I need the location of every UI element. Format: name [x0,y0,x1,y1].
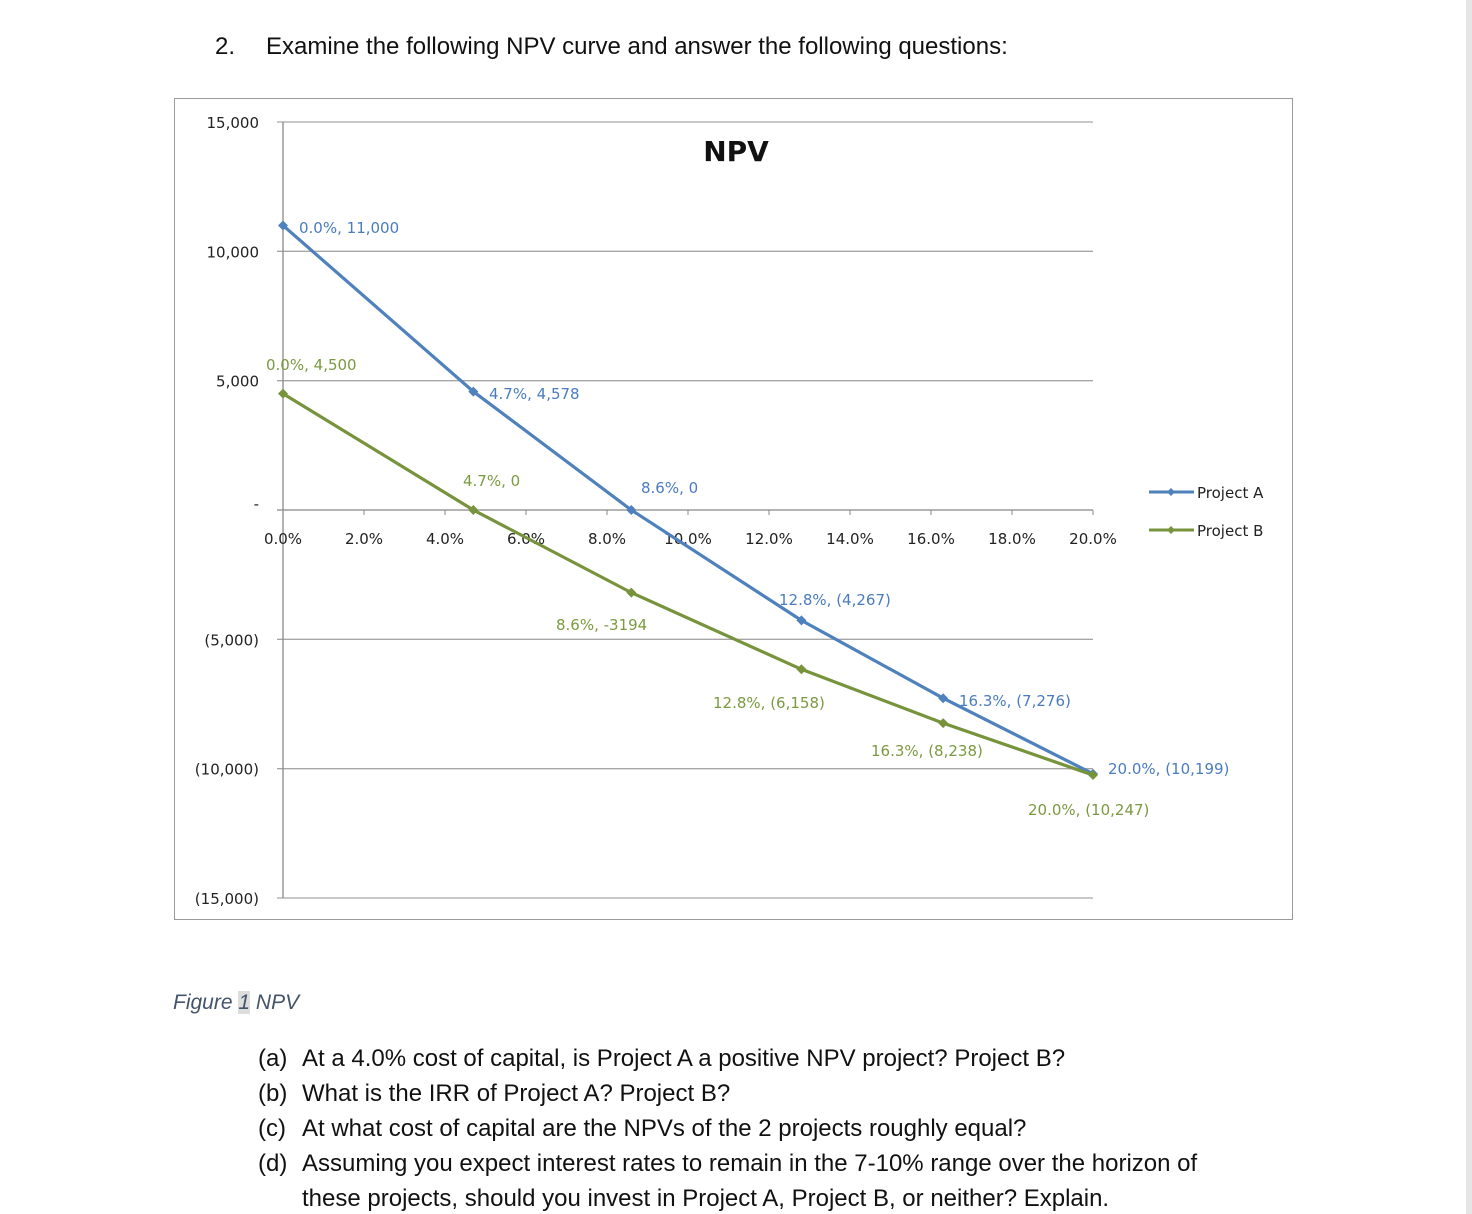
x-tick-label: 0.0% [264,530,302,548]
subquestion-text: these projects, should you invest in Pro… [302,1185,1110,1212]
npv-chart: 15,000 10,000 5,000 - (5,000) (10,000) (15,000… [174,98,1293,920]
y-tick-label: - [254,495,259,513]
x-tick-label: 10.0% [664,530,712,548]
subquestion-label: (c) [258,1115,286,1142]
legend-label: Project B [1197,522,1263,540]
data-label: 12.8%, (4,267) [779,591,891,609]
data-label: 0.0%, 11,000 [299,219,399,237]
legend-label: Project A [1197,484,1264,502]
subquestion-text: At what cost of capital are the NPVs of … [302,1115,1027,1142]
x-tick-label: 18.0% [988,530,1036,548]
data-label: 8.6%, 0 [641,479,698,497]
subquestion-text: Assuming you expect interest rates to re… [302,1150,1198,1177]
data-point [1088,770,1098,781]
subquestion-text: At a 4.0% cost of capital, is Project A … [302,1045,1066,1072]
y-tick-label: (10,000) [195,761,259,779]
data-point [626,505,637,515]
data-label: 12.8%, (6,158) [713,694,825,712]
page-edge [1466,0,1472,1214]
chart-title: NPV [703,135,769,168]
subquestion-label: (a) [258,1045,288,1072]
figure-caption: Figure 1 NPV [173,991,299,1015]
legend-marker [1167,526,1175,534]
series-line-project-b [282,392,1094,777]
question-text: Examine the following NPV curve and answ… [266,33,1008,60]
data-point [626,587,637,598]
data-point [278,388,288,399]
data-label: 20.0%, (10,247) [1028,801,1149,819]
data-label: 8.6%, -3194 [556,616,647,634]
data-label: 16.3%, (8,238) [871,742,983,760]
question-number: 2. [215,33,236,60]
y-tick-label: 5,000 [216,373,259,391]
data-label: 16.3%, (7,276) [959,692,1071,710]
data-label: 4.7%, 4,578 [489,385,580,403]
x-tick-label: 16.0% [907,530,955,548]
npv-chart-svg: 15,000 10,000 5,000 - (5,000) (10,000) (15,000… [195,114,1264,908]
x-tick-label: 20.0% [1069,530,1117,548]
data-point [468,505,479,515]
x-tick-label: 8.0% [588,530,626,548]
y-tick-label: (5,000) [204,631,259,649]
caption-suffix: NPV [255,991,300,1014]
x-tick-label: 4.0% [426,530,464,548]
caption-prefix: Figure [173,991,233,1014]
caption-number: 1 [238,991,251,1014]
data-label: 4.7%, 0 [463,472,520,490]
y-tick-label: 10,000 [207,243,260,261]
y-tick-label: 15,000 [207,114,260,132]
data-label: 0.0%, 4,500 [266,356,357,374]
series-line-project-a [281,224,1094,776]
data-point [796,664,807,675]
data-point [938,693,949,704]
data-point [796,615,807,626]
x-tick-label: 12.0% [745,530,793,548]
subquestion-label: (d) [258,1150,288,1177]
data-point [938,718,949,729]
x-tick-label: 2.0% [345,530,383,548]
y-tick-label: (15,000) [195,890,259,908]
data-label: 20.0%, (10,199) [1108,760,1229,778]
subquestion-text: What is the IRR of Project A? Project B? [302,1080,731,1107]
data-point [278,220,288,231]
x-tick-label: 14.0% [826,530,874,548]
subquestion-label: (b) [258,1080,288,1107]
legend-marker [1167,488,1175,496]
data-point [468,386,479,397]
